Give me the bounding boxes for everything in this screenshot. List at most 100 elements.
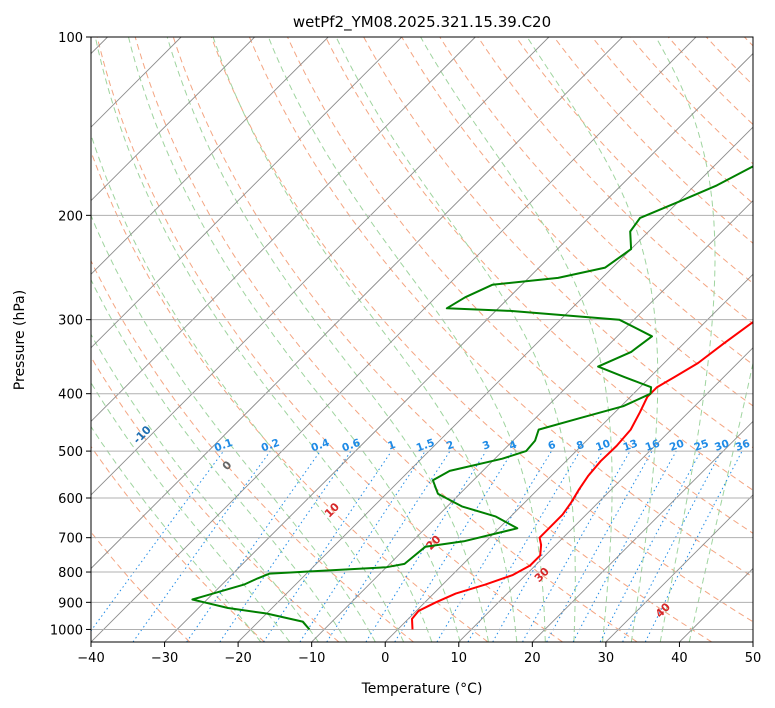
isotherm [91, 37, 255, 202]
mixing-ratio-label: 25 [693, 438, 711, 454]
mixing-ratio-line [132, 450, 271, 642]
moist-adiabat [94, 37, 433, 642]
isotherm [91, 37, 550, 496]
mixing-ratio-label: 20 [668, 438, 686, 454]
isotherm [91, 37, 403, 349]
mixing-ratio-line [326, 450, 451, 642]
dry-adiabat [591, 37, 753, 205]
mixing-ratio-label: 0.6 [340, 437, 362, 455]
y-tick-label: 1000 [50, 623, 83, 638]
x-tick-label: 30 [598, 651, 615, 666]
plot-frame [90, 36, 754, 643]
x-tick-label: 50 [745, 651, 762, 666]
isotherm [532, 420, 753, 642]
x-axis-label: Temperature (°C) [361, 681, 483, 697]
y-tick-label: 100 [58, 31, 83, 46]
mixing-ratio-label: 0.4 [310, 437, 332, 455]
y-tick-label: 600 [58, 492, 83, 507]
mixing-ratio-label: 36 [734, 438, 752, 454]
sounding-profiles [191, 165, 753, 631]
moist-adiabat [91, 214, 376, 642]
mixing-ratio-label: 13 [622, 438, 640, 454]
mixing-ratio-line [299, 450, 426, 642]
moist-adiabat [655, 37, 716, 642]
temperature-profile [411, 320, 753, 630]
moist-adiabat [91, 133, 405, 642]
mixing-ratio-label: 3 [481, 439, 492, 453]
isotherm [605, 494, 753, 642]
isotherm [91, 37, 697, 642]
isotherm [311, 200, 753, 642]
mixing-ratio-label: 16 [644, 438, 662, 454]
x-tick-label: 0 [381, 651, 389, 666]
mixing-ratio-label: 2 [445, 439, 456, 453]
y-tick-label: 400 [58, 388, 83, 403]
dry-adiabat [172, 37, 713, 642]
mixing-ratio-label: 4 [508, 439, 519, 453]
isotherm [384, 273, 753, 642]
mixing-ratio-line [186, 450, 321, 642]
moist-adiabat [688, 360, 753, 642]
x-tick-label: −40 [77, 651, 104, 666]
reference-lines [91, 37, 753, 642]
y-tick-label: 300 [58, 314, 83, 329]
mixing-ratio-label: 0.2 [260, 437, 282, 455]
moist-adiabat [212, 37, 518, 642]
mixing-ratio-label: 6 [546, 439, 557, 453]
y-tick-label: 800 [58, 566, 83, 581]
dry-adiabat [248, 37, 753, 578]
isotherm [91, 37, 476, 422]
dewpoint-profile [191, 165, 753, 631]
mixing-ratio-line [394, 450, 514, 642]
x-tick-label: 40 [671, 651, 688, 666]
mixing-ratio-label: 8 [575, 439, 586, 453]
y-tick-label: 900 [58, 596, 83, 611]
moist-adiabat [91, 425, 262, 642]
dry-adiabat [477, 37, 753, 325]
y-tick-label: 200 [58, 209, 83, 224]
mixing-ratio-label: 10 [594, 438, 612, 454]
mixing-ratio-label: 0.1 [213, 437, 235, 455]
dry-adiabat [629, 37, 753, 165]
x-tick-label: −20 [224, 651, 251, 666]
mixing-ratio-line [436, 450, 552, 642]
moist-adiabat [91, 333, 319, 642]
y-tick-label: 500 [58, 445, 83, 460]
dry-adiabat [401, 37, 753, 407]
y-tick-label: 700 [58, 532, 83, 547]
dry-adiabat [210, 37, 753, 623]
x-tick-label: −10 [298, 651, 325, 666]
dry-adiabat [325, 37, 753, 491]
dry-adiabat [91, 445, 265, 642]
dry-adiabat [515, 37, 753, 284]
mixing-ratio-line [91, 450, 224, 632]
x-axis-ticks: −40 −30 −20 −10 0 10 20 30 40 50 [77, 642, 761, 666]
mixing-ratio-label: 30 [713, 438, 731, 454]
moist-adiabat [526, 37, 659, 642]
moist-adiabat [91, 381, 291, 642]
x-tick-label: −30 [151, 651, 178, 666]
y-axis-label: Pressure (hPa) [12, 290, 28, 390]
isotherm [237, 126, 753, 642]
mixing-ratio-line [492, 450, 604, 642]
mixing-ratio-line [467, 450, 581, 642]
mixing-ratio-label: 1.5 [415, 437, 437, 455]
mixing-ratio-line [365, 450, 487, 642]
dry-adiabat [91, 259, 414, 642]
mixing-ratio-line [522, 450, 631, 642]
moist-adiabat [128, 37, 461, 642]
moist-adiabat [91, 278, 348, 642]
chart-title: wetPf2_YM08.2025.321.15.39.C20 [293, 13, 551, 32]
mixing-ratio-label: 1 [386, 439, 397, 453]
y-axis-ticks: 1000 900 800 700 600 500 400 300 200 100 [50, 31, 91, 638]
moist-adiabat [267, 37, 546, 642]
moist-adiabat [335, 37, 576, 642]
x-tick-label: 20 [524, 651, 541, 666]
isotherm [458, 347, 753, 642]
isotherm [91, 37, 329, 275]
x-tick-label: 10 [451, 651, 468, 666]
isotherm [91, 37, 623, 570]
dry-adiabat [134, 37, 638, 642]
